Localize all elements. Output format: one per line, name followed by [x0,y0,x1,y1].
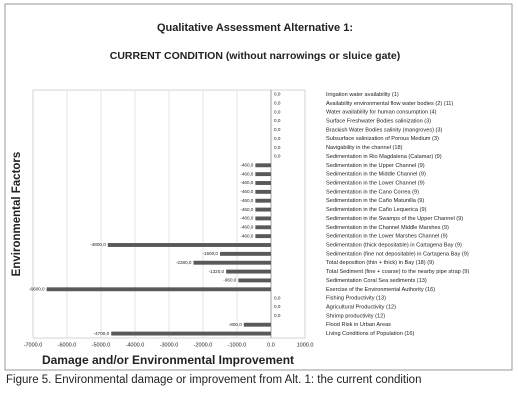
category-label: Irrigation water availability (1) [326,92,399,98]
x-tick-label: 0.0 [267,342,275,348]
category-label: Sedimentation in Rio Magdalena (Calamar)… [326,154,442,160]
category-label: Sedimentation in the Cano Correa (9) [326,189,419,195]
bar [255,234,271,239]
value-label: -800,0 [229,322,242,327]
bar [193,260,271,265]
category-label: Sedimentation (thick depositable) in Car… [326,242,462,248]
value-label: -460,0 [240,189,253,194]
x-tick-label: -1000.0 [228,342,247,348]
bar [111,331,271,336]
category-label: Sedimentation in the Swamps of the Upper… [326,216,463,222]
category-label: Sedimentation in the Lower Marshes Chann… [326,234,448,240]
category-label: Sedimentation (fine not depositable) in … [326,251,469,257]
value-label: -460,0 [240,180,253,185]
category-label: Exercise of the Environmental Authority … [326,287,435,293]
category-label: Sedimentation in the Middle Channel (9) [326,172,426,178]
value-label: -6600,0 [29,287,45,292]
bar [255,181,271,185]
value-label: 0,0 [274,313,281,318]
value-label: 0,0 [274,101,281,106]
value-label: -1320,0 [209,269,225,274]
x-tick-label: -2000.0 [194,342,213,348]
category-label: Surface Freshwater Bodies salinization (… [326,118,431,124]
category-label: Agricultural Productivity (12) [326,304,396,310]
category-label: Sedimentation in the Channel Middle Mars… [326,225,449,231]
category-label: Flood Risk in Urban Areas [326,322,391,328]
category-label: Availability environmental flow water bo… [326,101,453,107]
value-label: -4800,0 [90,242,106,247]
value-label: 0,0 [274,304,281,309]
value-label: 0,0 [274,109,281,114]
value-label: 0,0 [274,127,281,132]
chart-title: Qualitative Assessment Alternative 1: [157,22,353,34]
value-label: -4700,0 [94,331,110,336]
bar [107,243,271,247]
category-label: Subsurface salinization of Porous Medium… [326,136,439,142]
category-label: Total deposition (thin + thick) in Bay (… [326,260,434,266]
bar [255,189,271,194]
category-label: Sedimentation in the Lower Channel (9) [326,180,425,186]
chart-subtitle: CURRENT CONDITION (without narrowings or… [110,50,401,62]
value-label: 0,0 [274,92,281,97]
category-label: Total Sediment (fine + coarse) to the ne… [326,269,469,275]
bar [255,198,271,203]
value-label: -460,0 [240,207,253,212]
category-label: Shrimp productivity (12) [326,313,385,319]
bar [255,172,271,177]
bar [255,163,271,168]
value-label: -460,0 [240,163,253,168]
value-label: -460,0 [240,198,253,203]
category-label: Navigability in the channel (18) [326,145,403,151]
category-label: Living Conditions of Population (16) [326,331,414,337]
bar [243,322,271,327]
value-label: -460,0 [240,225,253,230]
x-tick-label: 1000.0 [297,342,314,348]
value-label: -460,0 [240,233,253,238]
x-tick-label: -3000.0 [160,342,179,348]
category-label: Sedimentation in the Caño Matunilla (9) [326,198,424,204]
x-tick-label: -4000.0 [126,342,145,348]
caption: Figure 5. Environmental damage or improv… [6,374,422,386]
category-label: Sedimentation in the Upper Channel (9) [326,163,425,169]
bar [238,278,271,283]
value-label: 0,0 [274,295,281,300]
value-label: -460,0 [240,216,253,221]
category-label: Brackish Water Bodies salinity (mangrove… [326,127,443,133]
y-axis-title: Environmental Factors [11,152,23,277]
category-label: Fishing Productivity (13) [326,296,386,302]
x-tick-label: -7000.0 [24,342,43,348]
chart: Qualitative Assessment Alternative 1: CU… [4,3,513,371]
x-tick-label: -6000.0 [58,342,77,348]
bar [46,287,271,292]
value-label: -2280,0 [176,260,192,265]
category-label: Sedimentation in the Caño Lequerica (9) [326,207,427,213]
bar [255,225,271,230]
category-label: Sedimentation Coral Sea sediments (13) [326,278,427,284]
bar [255,216,271,221]
value-label: 0,0 [274,154,281,159]
value-label: -960,0 [223,278,236,283]
value-label: -1500,0 [202,251,218,256]
x-axis-title: Damage and/or Environmental Improvement [42,353,294,367]
category-label: Water availability for human consumption… [326,110,437,116]
value-label: 0,0 [274,118,281,123]
value-label: -460,0 [240,171,253,176]
bar [255,207,271,212]
value-label: 0,0 [274,136,281,141]
bar [220,251,271,256]
x-tick-label: -5000.0 [92,342,111,348]
bar [226,269,271,274]
value-label: 0,0 [274,145,281,150]
